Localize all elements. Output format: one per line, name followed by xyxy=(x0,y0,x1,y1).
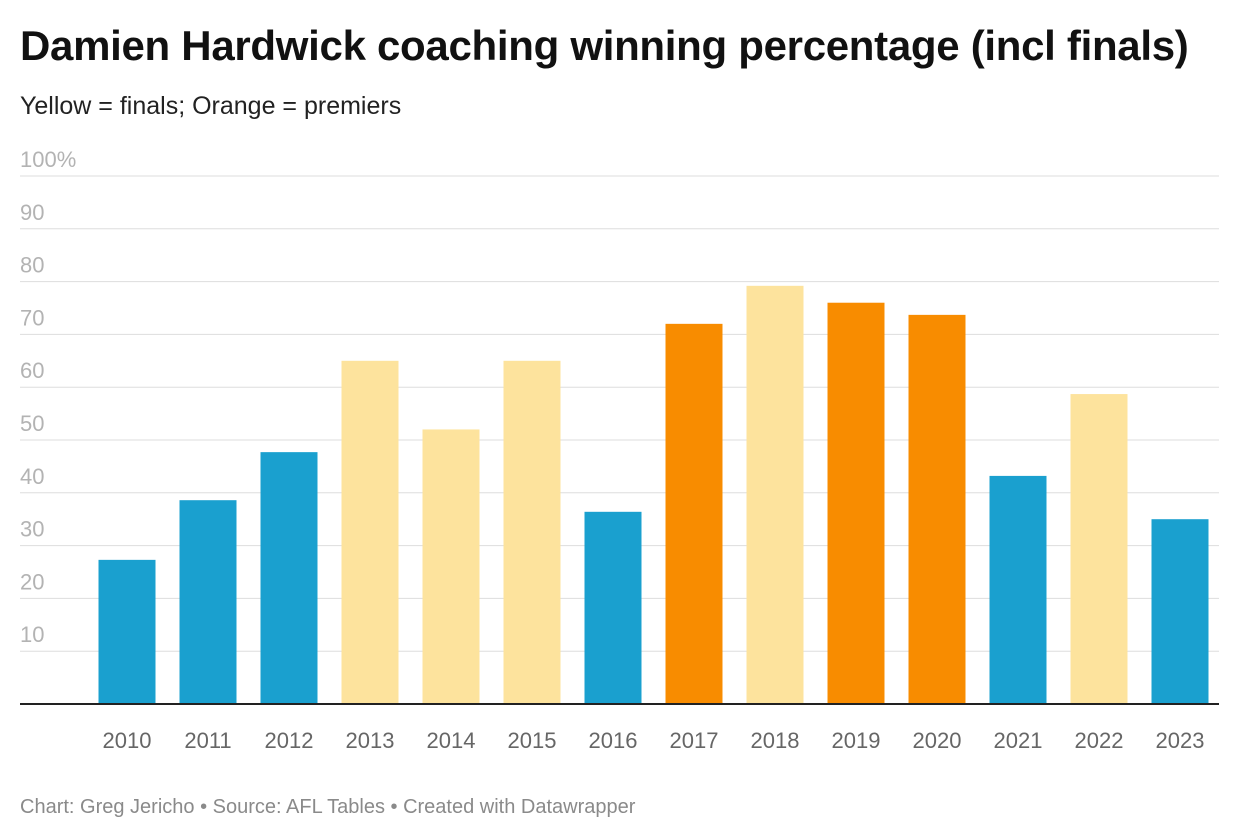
bars xyxy=(98,285,1209,704)
x-tick-label: 2016 xyxy=(589,728,638,753)
bar-2011 xyxy=(179,500,237,704)
y-tick-label: 60 xyxy=(20,358,44,383)
x-tick-label: 2011 xyxy=(184,728,231,753)
x-axis-ticks: 2010 2011 2012 2013 2014 2015 2016 2017 2018 2019… xyxy=(103,728,1205,753)
bar-2014 xyxy=(422,429,480,704)
bar-2021 xyxy=(989,475,1047,704)
y-tick-label: 90 xyxy=(20,200,44,225)
x-tick-label: 2018 xyxy=(751,728,800,753)
x-tick-label: 2013 xyxy=(346,728,395,753)
bar-2023 xyxy=(1151,519,1209,704)
bar-2012 xyxy=(260,452,318,704)
y-tick-label: 40 xyxy=(20,464,44,489)
bar-2022 xyxy=(1070,394,1128,704)
x-tick-label: 2010 xyxy=(103,728,152,753)
bar-2015 xyxy=(503,360,561,704)
x-tick-label: 2017 xyxy=(670,728,719,753)
y-tick-label: 80 xyxy=(20,253,44,278)
chart-subtitle: Yellow = finals; Orange = premiers xyxy=(20,92,402,120)
bar-2013 xyxy=(341,360,399,704)
y-axis-ticks: 10 20 30 40 50 60 70 80 90 100% xyxy=(20,147,76,647)
bar-2017 xyxy=(665,323,723,704)
y-tick-label: 50 xyxy=(20,411,44,436)
bar-2018 xyxy=(746,285,804,704)
y-tick-label: 70 xyxy=(20,305,44,330)
x-tick-label: 2014 xyxy=(427,728,476,753)
x-tick-label: 2012 xyxy=(265,728,314,753)
x-tick-label: 2019 xyxy=(832,728,881,753)
x-tick-label: 2020 xyxy=(913,728,962,753)
chart-title: Damien Hardwick coaching winning percent… xyxy=(20,22,1189,69)
chart-footer: Chart: Greg Jericho • Source: AFL Tables… xyxy=(20,796,636,818)
bar-2020 xyxy=(908,314,966,704)
x-tick-label: 2023 xyxy=(1156,728,1205,753)
y-tick-label: 20 xyxy=(20,569,44,594)
y-tick-label: 10 xyxy=(20,622,44,647)
x-tick-label: 2022 xyxy=(1075,728,1124,753)
y-tick-label: 100% xyxy=(20,147,76,172)
x-tick-label: 2021 xyxy=(994,728,1043,753)
bar-2010 xyxy=(98,559,156,704)
x-tick-label: 2015 xyxy=(508,728,557,753)
bar-2019 xyxy=(827,302,885,704)
bar-2016 xyxy=(584,511,642,704)
y-tick-label: 30 xyxy=(20,517,44,542)
